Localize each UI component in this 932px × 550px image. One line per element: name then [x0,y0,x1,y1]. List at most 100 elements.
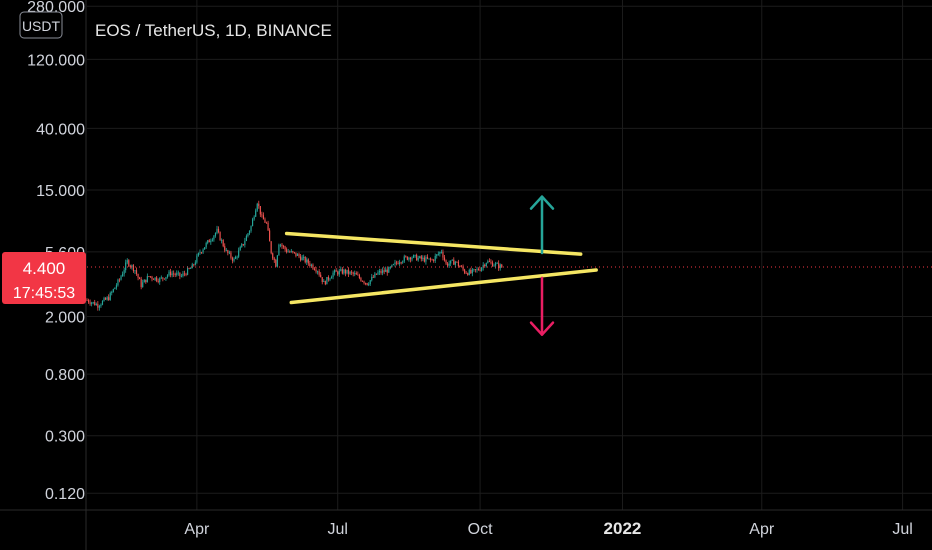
time-axis[interactable]: Apr Jul Oct 2022 Apr Jul [0,509,932,538]
candle-body-10 [101,300,104,305]
candle-body-218 [423,257,425,262]
candle-body-229 [440,251,442,253]
candle-body-52 [166,275,169,277]
candle-body-239 [456,261,458,263]
arrow-up[interactable] [529,195,555,255]
candle-body-29 [131,265,133,267]
candle-body-102 [244,240,246,245]
candle-body-83 [214,233,217,236]
candle-body-3 [91,302,93,304]
triangle-trendline-0[interactable] [284,231,583,256]
candle-body-236 [451,259,453,261]
candle-body-170 [349,271,351,274]
candle-body-164 [340,269,342,271]
candle-body-149 [317,271,319,273]
candle-body-74 [200,252,203,254]
candle-body-0 [86,300,88,301]
candle-body-42 [151,276,153,279]
candle-body-108 [253,216,255,220]
y-tick-label-7: 0.300 [45,429,85,446]
candle-body-263 [493,265,495,267]
candle-body-172 [352,272,354,274]
candle-body-166 [343,269,345,274]
candle-body-155 [326,277,328,285]
candle-body-121 [273,258,275,260]
candle-body-233 [447,263,449,266]
x-tick-label-0: Apr [184,521,210,538]
candle-body-177 [360,278,362,281]
candle-body-35 [140,279,142,288]
candle-body-70 [194,262,196,265]
candle-body-33 [137,273,139,278]
candle-body-50 [163,278,165,280]
candle-body-241 [459,266,461,267]
candle-body-85 [217,228,220,233]
candle-body-116 [265,222,268,224]
candle-body-37 [143,279,145,283]
candle-body-17 [112,289,114,292]
candle-body-45 [156,277,158,281]
candle-body-21 [118,279,121,281]
candle-body-69 [193,264,195,266]
candle-body-224 [433,259,435,261]
candle-body-92 [228,252,230,254]
candle-body-220 [426,257,429,259]
candle-body-44 [154,277,156,280]
candle-body-194 [386,269,388,273]
candle-body-203 [400,262,402,264]
candle-body-245 [465,272,467,274]
candle-body-90 [225,250,227,252]
candle-body-253 [477,268,480,271]
candle-body-55 [171,273,173,276]
candle-body-138 [299,256,302,261]
x-tick-label-3: 2022 [604,519,642,538]
candle-body-188 [377,272,379,275]
candle-body-105 [248,230,251,234]
candle-body-18 [114,287,116,290]
candle-body-159 [332,272,334,278]
candle-body-66 [188,268,190,270]
candle-body-232 [445,260,447,264]
candle-body-160 [334,270,336,273]
x-tick-label-1: Jul [327,521,347,538]
candle-body-205 [403,256,405,262]
candle-body-187 [375,273,377,275]
candle-body-249 [471,269,473,274]
candle-body-197 [391,264,393,267]
candle-body-58 [176,273,178,275]
candle-body-175 [357,274,359,276]
candle-body-62 [182,273,184,276]
currency-badge[interactable]: USDT [22,18,61,34]
candle-body-192 [383,270,385,272]
candle-body-227 [437,253,439,255]
candle-body-179 [363,281,365,283]
candle-body-262 [491,262,494,267]
candle-body-41 [149,276,152,278]
candle-body-93 [230,252,232,258]
x-tick-label-2: Oct [468,521,493,538]
candle-body-51 [165,276,167,280]
triangle-trendline-1[interactable] [289,268,598,305]
candle-body-117 [267,222,269,231]
candle-body-12 [104,298,107,300]
candle-body-137 [298,254,300,257]
candle-body-96 [234,256,237,259]
candle-body-124 [278,244,280,256]
x-tick-label-4: Apr [749,521,775,538]
y-tick-label-8: 0.120 [45,486,85,503]
candle-body-260 [488,261,490,263]
last-price-badge[interactable]: 4.400 17:45:53 [2,252,86,305]
candle-body-256 [482,264,484,268]
y-tick-label-1: 120.000 [27,52,85,69]
candle-body-145 [310,264,312,266]
candle-body-88 [222,240,224,247]
candle-body-147 [313,268,316,270]
grid [87,0,932,510]
candle-body-115 [264,219,266,223]
candle-body-36 [142,282,144,288]
arrow-down[interactable] [529,276,555,336]
currency-badge-box[interactable] [19,11,63,39]
candle-body-6 [95,304,97,306]
